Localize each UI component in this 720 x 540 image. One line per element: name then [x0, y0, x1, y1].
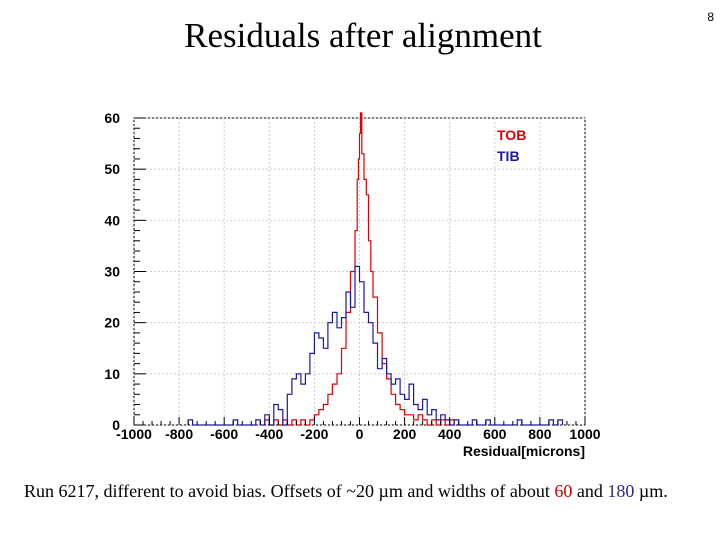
x-tick-label-3: -400 — [255, 426, 283, 442]
legend-entry-tob: TOB — [497, 127, 526, 143]
x-tick-label-7: 400 — [438, 426, 462, 442]
x-tick-label-4: -200 — [300, 426, 328, 442]
y-tick-label-4: 40 — [104, 212, 120, 228]
y-tick-label-2: 20 — [104, 315, 120, 331]
x-tick-label-5: 0 — [356, 426, 364, 442]
x-tick-label-8: 600 — [483, 426, 507, 442]
caption-tib-width: 180 — [607, 481, 635, 501]
legend: TOB TIB — [497, 127, 526, 164]
caption-prefix: Run 6217, different to avoid bias. Offse… — [24, 481, 555, 501]
caption-suffix: µm. — [634, 481, 668, 501]
x-tick-label-9: 800 — [528, 426, 552, 442]
legend-entry-tib: TIB — [497, 148, 520, 164]
slide-caption: Run 6217, different to avoid bias. Offse… — [24, 481, 714, 502]
slide-title: Residuals after alignment — [184, 16, 542, 55]
series-line-tib — [187, 265, 564, 426]
y-tick-label-5: 50 — [104, 161, 120, 177]
x-tick-label-6: 200 — [393, 426, 417, 442]
caption-middle: and — [572, 481, 608, 501]
y-tick-label-3: 30 — [104, 264, 120, 280]
series-layer — [187, 112, 564, 426]
series-line-tob — [264, 112, 455, 426]
y-tick-label-1: 10 — [104, 366, 120, 382]
axes: -1000 -800 -600 -400 -200 0 200 400 600 800 1000 0 1… — [104, 110, 600, 459]
caption-tob-width: 60 — [554, 481, 573, 501]
residuals-histogram: -1000 -800 -600 -400 -200 0 200 400 600 800 1000 0 1… — [104, 110, 600, 459]
x-tick-label-0: -1000 — [116, 426, 152, 442]
x-axis-title: Residual[microns] — [463, 443, 585, 459]
x-tick-label-1: -800 — [165, 426, 193, 442]
page-number: 8 — [707, 10, 714, 24]
y-tick-label-0: 0 — [112, 417, 120, 433]
x-tick-label-10: 1000 — [569, 426, 600, 442]
y-tick-label-6: 60 — [104, 110, 120, 126]
x-tick-label-2: -600 — [210, 426, 238, 442]
